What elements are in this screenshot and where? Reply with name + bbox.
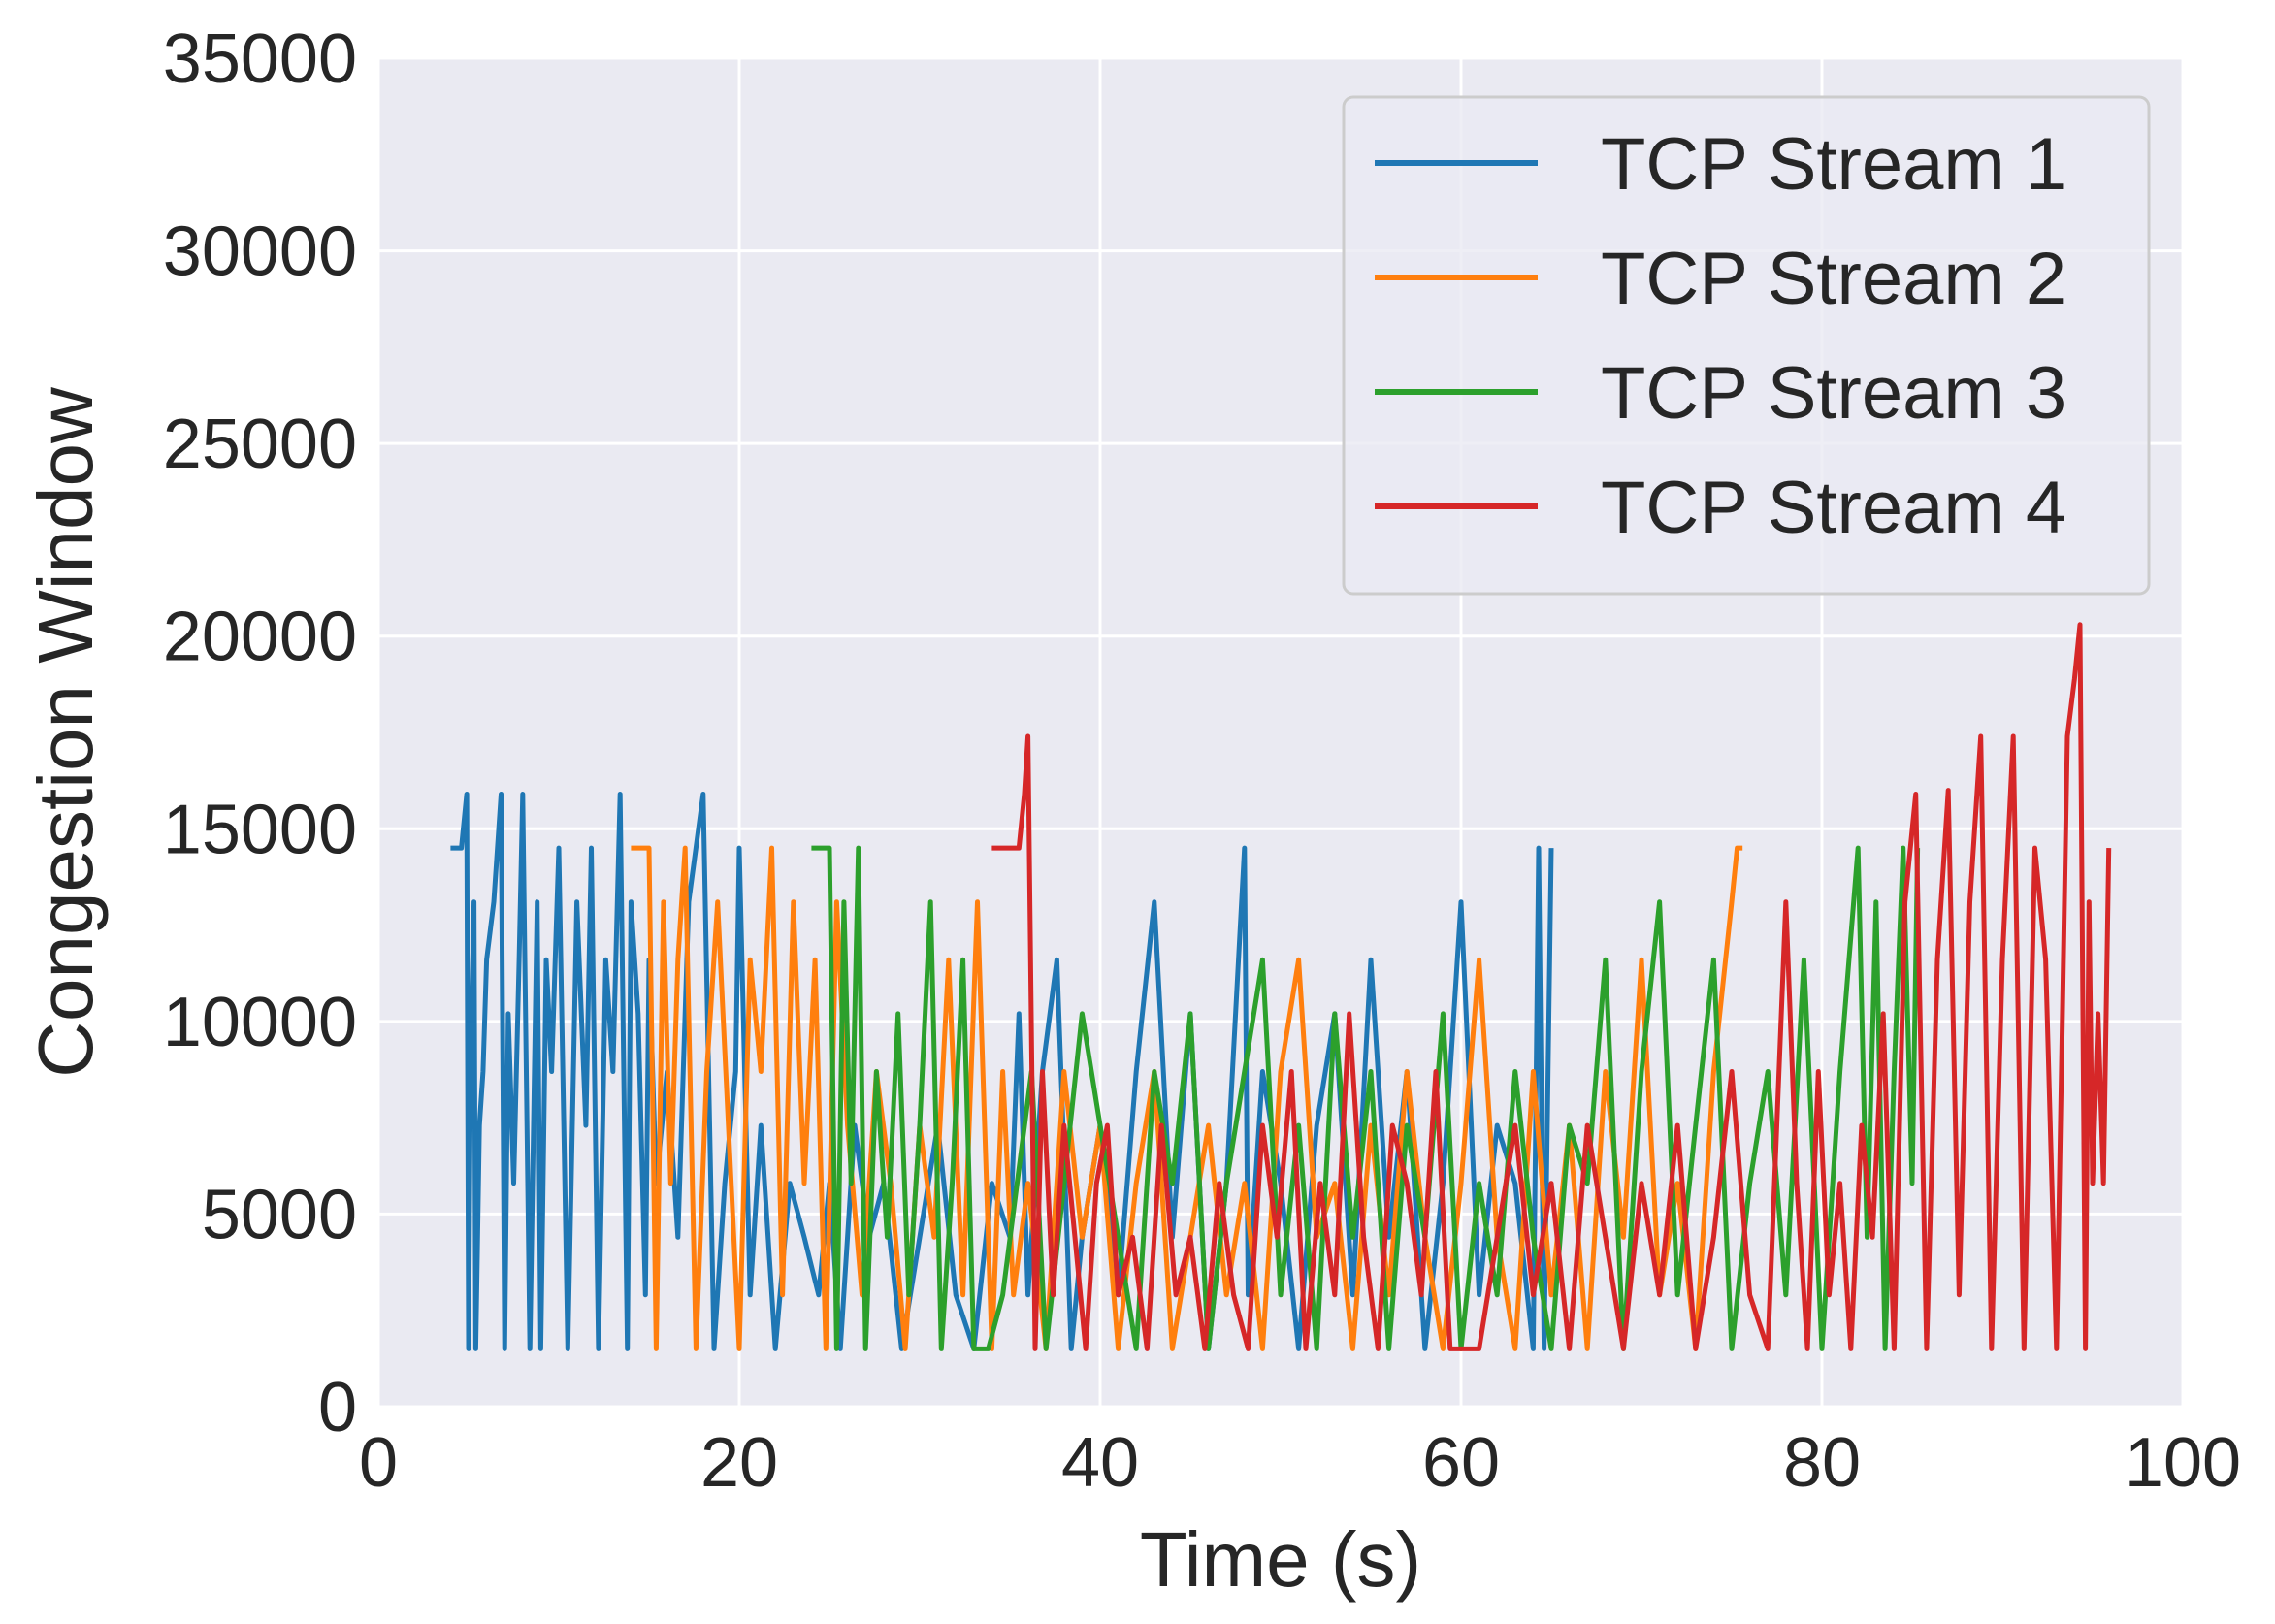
x-tick-label: 100	[2125, 1424, 2241, 1502]
x-tick-label: 60	[1422, 1424, 1500, 1502]
x-tick-label: 40	[1061, 1424, 1139, 1502]
legend-label-stream-4: TCP Stream 4	[1601, 467, 2066, 549]
series-line-stream-3	[811, 845, 1921, 1351]
series-line-stream-4	[991, 622, 2112, 1351]
y-tick-label: 20000	[163, 599, 357, 676]
y-tick-label: 25000	[163, 406, 357, 483]
legend: TCP Stream 1 TCP Stream 2 TCP Stream 3 TCP …	[1342, 95, 2151, 596]
y-tick-label: 35000	[163, 20, 357, 98]
y-tick-label: 5000	[202, 1176, 357, 1253]
y-tick-label: 0	[318, 1369, 357, 1446]
y-tick-label: 30000	[163, 213, 357, 291]
tick-labels: 0 20 40 60 80 100 0 5000 10000 15000 20000 25000 300…	[163, 20, 2241, 1502]
series-line-stream-2	[631, 845, 1743, 1351]
legend-label-stream-3: TCP Stream 3	[1601, 352, 2066, 435]
series-line-stream-1	[450, 792, 1554, 1351]
series-lines	[450, 622, 2112, 1351]
x-axis-title: Time (s)	[1140, 1516, 1421, 1603]
legend-box	[1342, 95, 2151, 596]
x-tick-label: 80	[1783, 1424, 1861, 1502]
y-axis-title: Congestion Window	[22, 387, 109, 1078]
y-tick-label: 10000	[163, 984, 357, 1061]
legend-label-stream-1: TCP Stream 1	[1601, 123, 2066, 206]
legend-label-stream-2: TCP Stream 2	[1601, 238, 2066, 320]
x-tick-label: 20	[700, 1424, 778, 1502]
y-tick-label: 15000	[163, 791, 357, 868]
x-tick-label: 0	[359, 1424, 398, 1502]
